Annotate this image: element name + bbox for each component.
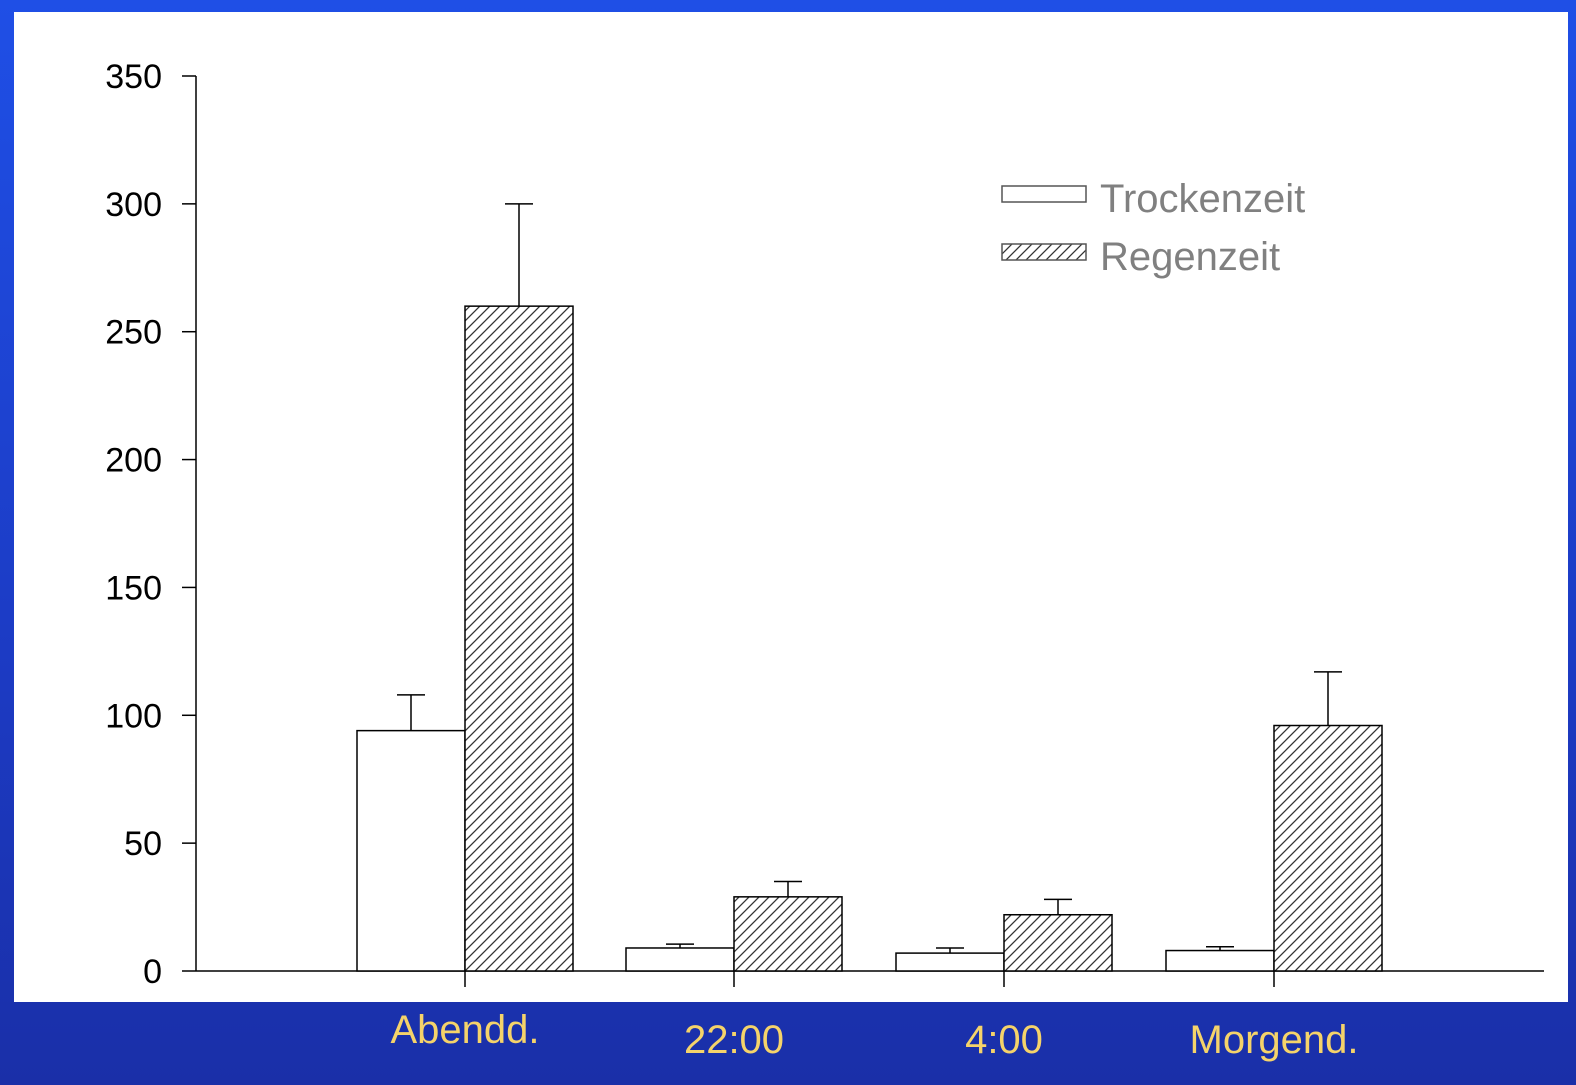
axes: 0 50 100 150 200 250 300 350 [105,58,1544,991]
y-tick-label: 50 [124,825,162,863]
bar-regenzeit-2 [1003,913,1113,972]
legend-label-regenzeit: Regenzeit [1100,235,1280,279]
x-category-label: 22:00 [683,1018,785,1062]
y-tick-label: 0 [143,953,162,991]
bars [356,203,1383,972]
legend-label-trockenzeit: Trockenzeit [1100,177,1305,221]
y-tick-label: 250 [105,314,162,352]
bar-chart: 0 50 100 150 200 250 300 350 Trockenzeit Regenze… [105,58,1544,991]
legend-swatch-regenzeit [1001,243,1087,261]
bar-trockenzeit-3 [1165,949,1275,972]
x-category-label: 4:00 [965,1018,1043,1062]
plot-panel: 0 50 100 150 200 250 300 350 Trockenzeit Regenze… [14,12,1568,1002]
y-tick-label: 200 [105,442,162,480]
legend: Trockenzeit Regenzeit [1001,177,1305,279]
bar-trockenzeit-2 [895,952,1005,972]
x-category-label: Morgend. [1189,1018,1359,1062]
y-tick-label: 150 [105,569,162,607]
y-tick-label: 300 [105,186,162,224]
legend-swatch-trockenzeit [1001,185,1087,203]
bar-regenzeit-1 [733,896,843,972]
y-tick-label: 350 [105,58,162,96]
y-tick-label: 100 [105,697,162,735]
x-category-label: Abendd. [390,1008,540,1052]
bar-regenzeit-3 [1273,724,1383,972]
bar-regenzeit-0 [464,305,574,972]
bar-trockenzeit-1 [625,947,735,972]
bar-trockenzeit-0 [356,729,466,972]
